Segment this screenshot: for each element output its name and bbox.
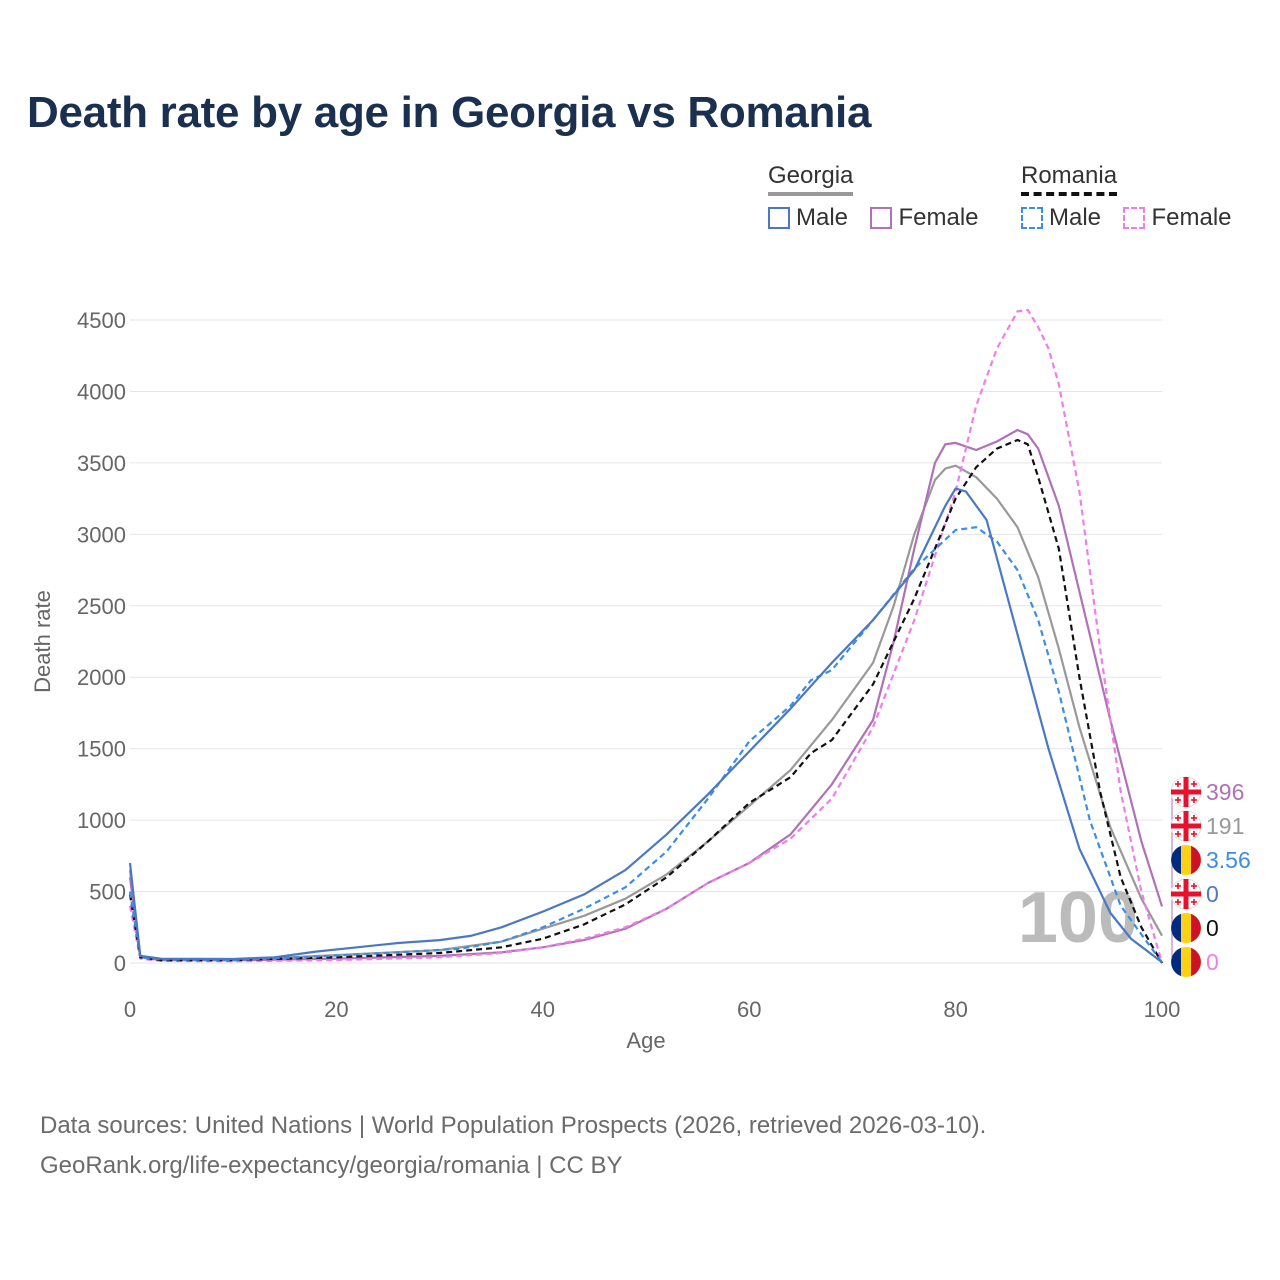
flag-small-cross xyxy=(1193,797,1195,803)
y-tick-label: 4000 xyxy=(77,379,126,404)
flag-small-cross xyxy=(1177,883,1179,889)
flag-small-cross xyxy=(1193,815,1195,821)
legend-georgia: Georgia Male Female xyxy=(768,162,997,234)
y-tick-label: 1000 xyxy=(77,808,126,833)
legend-swatch-romania-female xyxy=(1123,207,1146,229)
series-line-georgia-total xyxy=(128,464,1163,961)
footer: Data sources: United Nations | World Pop… xyxy=(40,1106,986,1186)
georgia-flag-icon xyxy=(1170,776,1202,808)
end-label-value-georgia-total: 191 xyxy=(1206,813,1244,839)
romania-flag-icon xyxy=(1171,913,1201,943)
flag-small-cross xyxy=(1193,831,1195,837)
flag-small-cross xyxy=(1177,899,1179,905)
end-label-value-georgia-male: 0 xyxy=(1206,881,1219,907)
flag-small-cross xyxy=(1193,883,1195,889)
legend-romania-female[interactable]: Female xyxy=(1123,204,1232,232)
y-tick-label: 500 xyxy=(89,880,126,905)
y-tick-label: 3000 xyxy=(77,522,126,547)
romania-flag-icon xyxy=(1171,947,1201,977)
flag-small-cross xyxy=(1193,899,1195,905)
series-line-romania-female xyxy=(128,308,1164,964)
end-label-value-romania-female: 0 xyxy=(1206,949,1219,975)
x-axis-title: Age xyxy=(626,1028,665,1053)
legend-georgia-female-label: Female xyxy=(898,204,979,231)
legend-romania-male-label: Male xyxy=(1049,204,1102,231)
series-line-romania-total xyxy=(128,438,1163,964)
y-tick-label: 3500 xyxy=(77,451,126,476)
x-tick-label: 20 xyxy=(324,997,348,1022)
flag-small-cross xyxy=(1193,781,1195,787)
legend-swatch-georgia-male xyxy=(768,207,790,229)
flag-small-cross xyxy=(1177,781,1179,787)
flag-small-cross xyxy=(1177,831,1179,837)
flag-small-cross xyxy=(1177,797,1179,803)
legend-romania-female-label: Female xyxy=(1151,204,1232,231)
chart-title: Death rate by age in Georgia vs Romania xyxy=(27,88,872,137)
end-label-value-romania-total: 0 xyxy=(1206,915,1219,941)
legend-romania-male[interactable]: Male xyxy=(1021,204,1101,232)
flag-cross-v xyxy=(1183,777,1189,807)
flag-red-band xyxy=(1191,845,1201,875)
y-tick-label: 1500 xyxy=(77,737,126,762)
flag-cross-v xyxy=(1183,811,1189,841)
footer-sources: Data sources: United Nations | World Pop… xyxy=(40,1112,987,1139)
georgia-flag-icon xyxy=(1170,878,1202,910)
y-axis-title: Death rate xyxy=(30,590,55,693)
y-tick-label: 4500 xyxy=(77,308,126,333)
series-line-georgia-female xyxy=(128,428,1164,962)
flag-cross-v xyxy=(1183,879,1189,909)
year-watermark: 100 xyxy=(1018,878,1138,958)
x-tick-label: 0 xyxy=(124,997,136,1022)
series-line-romania-male xyxy=(128,526,1163,964)
x-tick-label: 60 xyxy=(737,997,761,1022)
legend-georgia-female[interactable]: Female xyxy=(870,204,979,232)
footer-link: GeoRank.org/life-expectancy/georgia/roma… xyxy=(40,1152,623,1179)
flag-blue-band xyxy=(1171,845,1181,875)
y-tick-label: 0 xyxy=(114,951,126,976)
romania-flag-icon xyxy=(1171,845,1201,875)
flag-red-band xyxy=(1191,947,1201,977)
legend-georgia-male[interactable]: Male xyxy=(768,204,848,232)
legend-swatch-romania-male xyxy=(1021,207,1043,229)
end-label-value-romania-male: 3.56 xyxy=(1206,847,1251,873)
legend-romania-label: Romania xyxy=(1021,162,1118,196)
georgia-flag-icon xyxy=(1170,810,1202,842)
legend-georgia-label: Georgia xyxy=(768,162,854,196)
x-tick-label: 40 xyxy=(531,997,555,1022)
legend-swatch-georgia-female xyxy=(870,207,893,229)
x-tick-label: 80 xyxy=(943,997,967,1022)
flag-blue-band xyxy=(1171,947,1181,977)
y-tick-label: 2000 xyxy=(77,665,126,690)
flag-small-cross xyxy=(1177,815,1179,821)
flag-blue-band xyxy=(1171,913,1181,943)
series-line-georgia-male xyxy=(128,487,1163,964)
legend-romania: Romania Male Female xyxy=(1021,162,1250,234)
flag-red-band xyxy=(1191,913,1201,943)
y-tick-label: 2500 xyxy=(77,594,126,619)
end-label-value-georgia-female: 396 xyxy=(1206,779,1244,805)
x-tick-label: 100 xyxy=(1144,997,1181,1022)
legend-georgia-male-label: Male xyxy=(796,204,849,231)
